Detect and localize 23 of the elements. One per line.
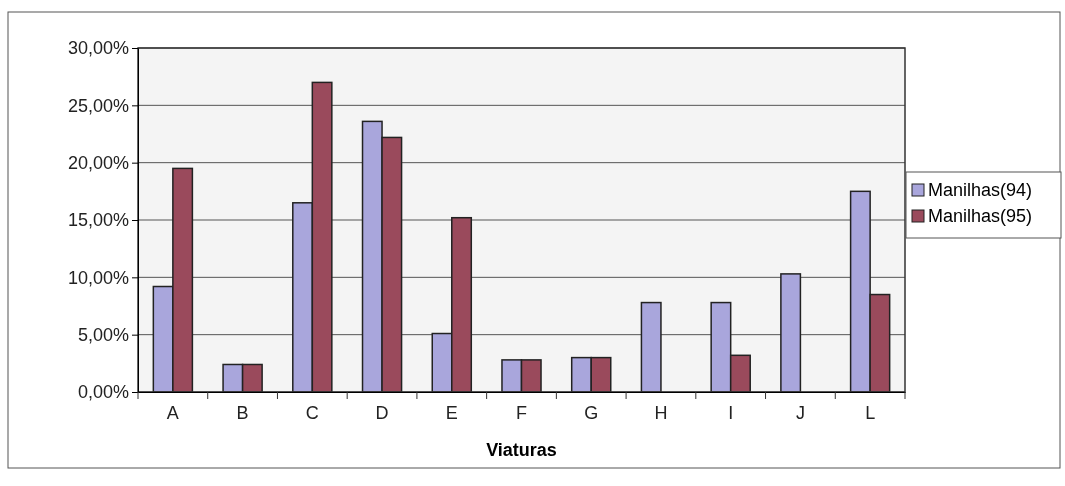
y-tick-label: 20,00% [67,152,129,173]
y-tick-label: 30,00% [67,38,129,59]
y-tick-label: 10,00% [67,267,129,288]
x-tick-label: A [166,402,179,423]
x-tick-label: G [584,402,599,423]
x-tick-label: B [236,402,249,423]
x-tick-label: L [865,402,876,423]
x-tick-label: I [728,402,734,423]
x-tick-label: D [375,402,389,423]
x-tick-label: E [445,402,458,423]
x-tick-label: H [654,402,668,423]
legend-label: Manilhas(95) [928,206,1033,226]
x-axis-title: Viaturas [486,440,557,460]
y-tick-label: 5,00% [77,324,129,345]
x-tick-label: C [305,402,319,423]
x-tick-label: F [516,402,527,423]
bar [640,301,662,393]
y-tick-label: 15,00% [67,210,129,231]
y-tick-label: 25,00% [67,95,129,116]
y-tick-label: 0,00% [77,382,129,403]
x-tick-label: J [795,402,805,423]
legend-label: Manilhas(94) [928,180,1033,200]
bar [780,273,802,393]
